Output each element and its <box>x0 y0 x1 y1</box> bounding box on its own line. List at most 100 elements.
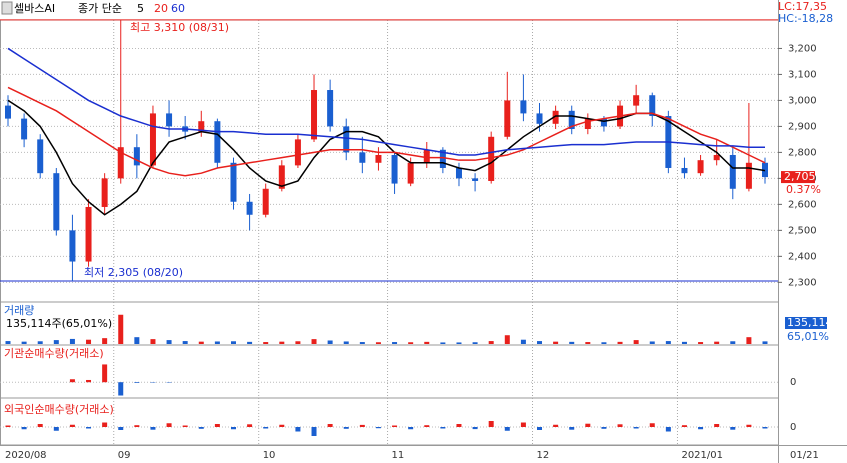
foreign-bar <box>649 423 655 427</box>
foreign-bar <box>230 427 236 430</box>
volume-title: 거래량 <box>4 304 34 317</box>
foreign-bar <box>86 427 92 429</box>
candle-body <box>649 95 656 117</box>
foreign-bar <box>198 427 204 429</box>
foreign-bar <box>53 427 59 431</box>
foreign-bar <box>408 427 414 430</box>
candle-body <box>85 206 92 262</box>
candle-body <box>455 167 462 179</box>
volume-bar <box>408 342 414 344</box>
candle-body <box>133 147 140 166</box>
last-date-label: 01/21 <box>790 450 819 461</box>
candle-body <box>681 167 688 174</box>
chart-title: 셀바스AI <box>14 2 55 15</box>
candle-body <box>53 173 60 231</box>
foreign-bar <box>601 427 607 429</box>
candle-body <box>101 178 108 207</box>
candle-body <box>472 178 479 181</box>
candle-body <box>214 121 221 163</box>
foreign-bar <box>440 427 446 429</box>
y-tick-label: 2,800 <box>788 147 817 158</box>
volume-bar <box>5 341 11 344</box>
volume-bar <box>537 341 543 344</box>
foreign-bar <box>247 424 253 427</box>
volume-bar <box>150 339 156 344</box>
candle-body <box>262 188 269 215</box>
volume-bar <box>214 341 220 344</box>
volume-bar <box>247 341 253 344</box>
volume-bar <box>585 342 591 344</box>
volume-bar <box>279 341 285 344</box>
foreign-bar <box>456 424 462 427</box>
candle-body <box>198 121 205 132</box>
volume-bar <box>504 335 510 344</box>
volume-bar <box>553 341 559 344</box>
candle-body <box>359 152 366 163</box>
volume-bar <box>102 338 108 344</box>
y-tick-label: 3,200 <box>788 43 817 54</box>
volume-bar <box>440 342 446 344</box>
volume-bar <box>392 342 398 344</box>
candle-body <box>375 154 382 163</box>
foreign-bar <box>488 421 494 427</box>
volume-bar <box>327 340 333 344</box>
foreign-bar <box>295 427 301 432</box>
foreign-bar <box>118 427 124 430</box>
foreign-bar <box>537 427 543 430</box>
last-price-box <box>781 171 815 184</box>
foreign-bar <box>762 427 768 429</box>
foreign-bar <box>327 424 333 427</box>
last-price-label: 2,705 <box>784 170 816 183</box>
foreign-bar <box>279 424 285 427</box>
candle-body <box>278 165 285 189</box>
candle-body <box>230 162 237 202</box>
x-tick-label: 2021/01 <box>681 450 723 461</box>
y-tick-label: 3,000 <box>788 95 817 106</box>
y-tick-label: 2,400 <box>788 251 817 262</box>
icon[interactable] <box>1 1 13 15</box>
candle-body <box>294 139 301 166</box>
volume-bar <box>730 341 736 344</box>
foreign-bar <box>311 427 317 436</box>
volume-bar <box>698 342 704 344</box>
foreign-bar <box>520 422 526 427</box>
candle-body <box>5 105 11 119</box>
candle-body <box>423 149 430 163</box>
candle-body <box>311 90 318 140</box>
low-annotation: 최저 2,305 (08/20) <box>84 266 183 279</box>
y-tick-label: 2,500 <box>788 225 817 236</box>
candle-body <box>21 118 28 140</box>
institution-title: 기관순매수량(거래소) <box>4 347 104 360</box>
volume-bar <box>311 339 317 344</box>
x-tick-label: 11 <box>392 450 405 461</box>
institution-bar <box>134 382 140 383</box>
volume-bar <box>295 341 301 344</box>
ma-legend-item: 5 <box>137 2 144 15</box>
candle-body <box>552 110 559 124</box>
volume-bar <box>746 337 752 344</box>
candle-body <box>391 154 398 184</box>
volume-bar <box>21 341 27 344</box>
lc-label: LC:17,35 <box>778 0 827 13</box>
foreign-bar <box>343 427 349 429</box>
institution-bar <box>102 364 108 383</box>
change-label: 0.37% <box>786 183 821 196</box>
candle-body <box>149 113 156 166</box>
volume-bar <box>166 340 172 344</box>
volume-bar <box>681 341 687 344</box>
volume-bar <box>37 341 43 344</box>
volume-bar <box>359 342 365 344</box>
foreign-bar <box>21 427 27 430</box>
foreign-bar <box>730 427 736 430</box>
institution-bar <box>69 379 75 383</box>
candle-body <box>745 162 752 189</box>
candle-body <box>536 113 543 124</box>
foreign-bar <box>665 427 671 432</box>
foreign-bar <box>424 425 430 427</box>
foreign-bar <box>150 427 156 430</box>
candle-body <box>520 100 527 114</box>
y-tick-label: 3,100 <box>788 69 817 80</box>
candle-body <box>439 149 446 168</box>
volume-bar <box>456 342 462 344</box>
